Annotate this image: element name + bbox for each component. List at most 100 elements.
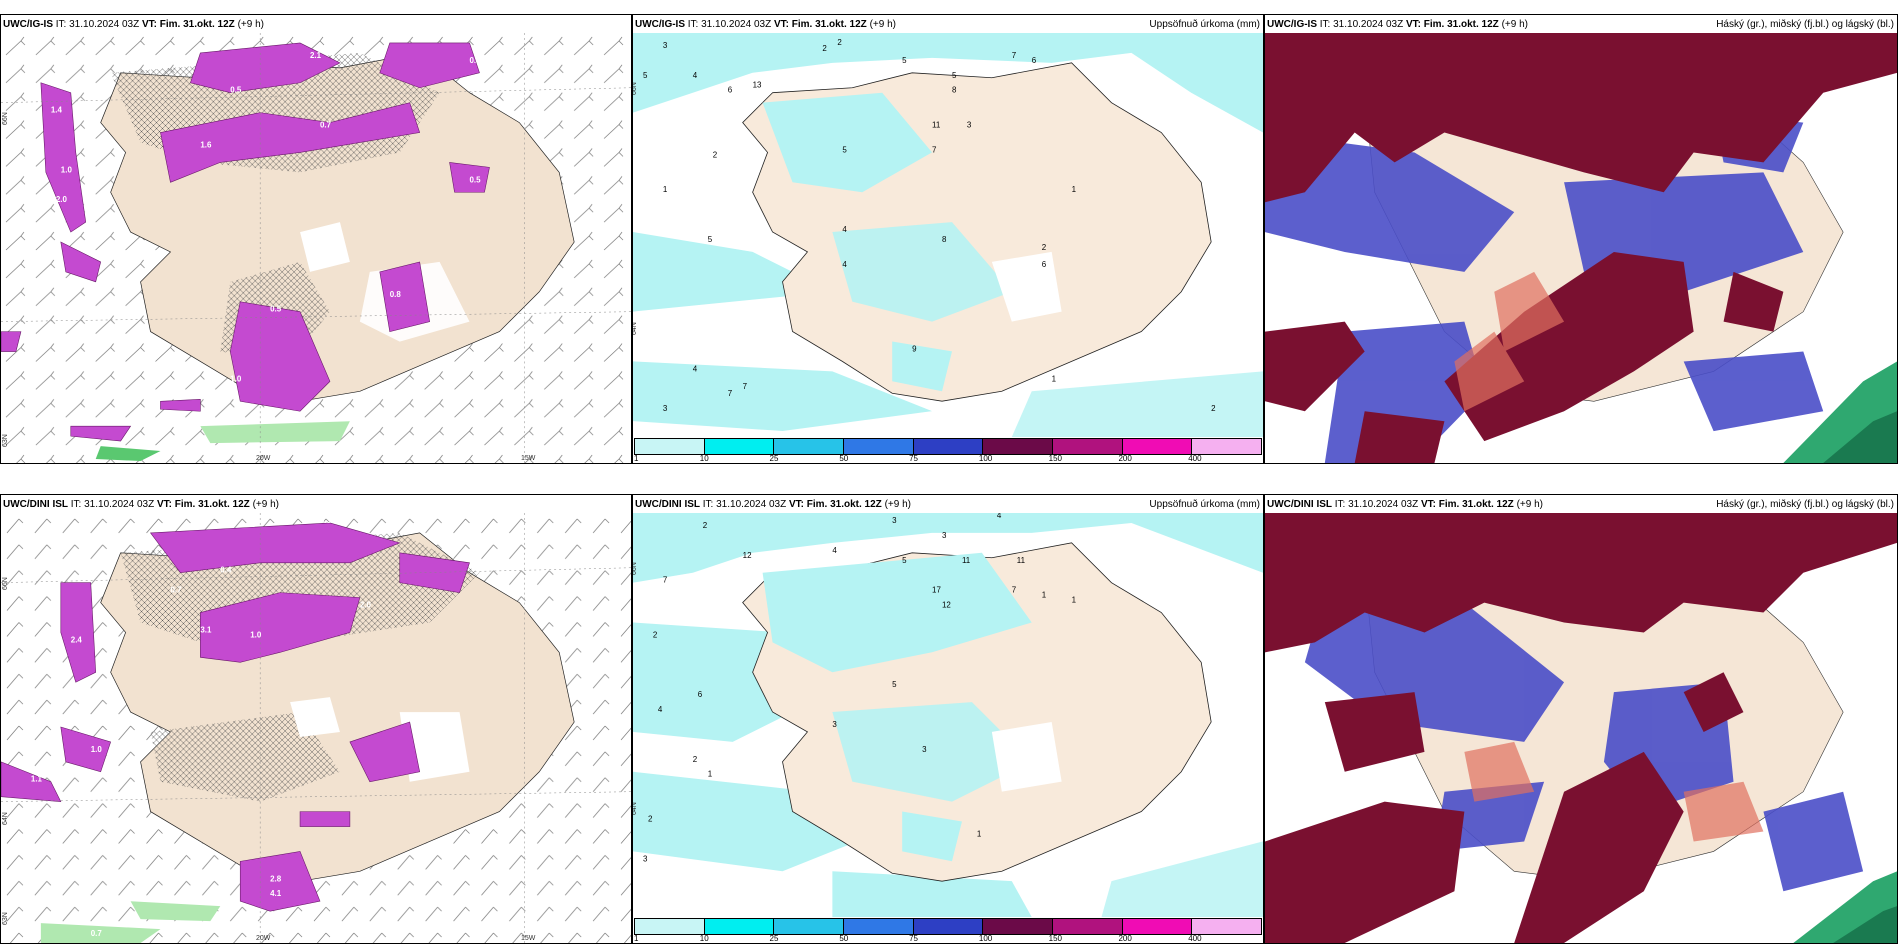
- colorbar-label: 400: [1188, 454, 1202, 463]
- precip-label: 1: [1042, 591, 1047, 600]
- snow-label: 2.1: [310, 51, 322, 60]
- precip-label: 5: [952, 71, 957, 80]
- panel-subtitle: Uppsöfnuð úrkoma (mm): [1149, 19, 1260, 30]
- colorbar-label: 150: [1048, 454, 1063, 463]
- panel-title: UWC/IG-IS IT: 31.10.2024 03Z VT: Fim. 31…: [635, 19, 896, 30]
- panel-snow-dini: UWC/DINI ISL IT: 31.10.2024 03Z VT: Fim.…: [0, 494, 632, 944]
- lat-label: 63N: [2, 912, 9, 925]
- precip-label: 4: [842, 260, 847, 269]
- precip-label: 3: [892, 516, 897, 525]
- precip-label: 6: [1042, 260, 1047, 269]
- panel-subtitle: Uppsöfnuð úrkoma (mm): [1149, 499, 1260, 510]
- colorbar-label: 10: [699, 454, 709, 463]
- precip-label: 4: [832, 546, 837, 555]
- colorbar-swatch: [704, 919, 775, 934]
- snow-areas: [1, 42, 490, 442]
- colorbar-label: 75: [909, 934, 919, 943]
- snow-label: 0.7: [320, 121, 332, 130]
- precip-label: 12: [743, 551, 752, 560]
- lon-label: 20W: [256, 935, 271, 942]
- precip-label: 1: [1052, 374, 1057, 383]
- lat-label: 63N: [2, 434, 9, 447]
- colorbar-swatch: [1053, 919, 1123, 934]
- high-cloud: [1265, 33, 1897, 463]
- snow-label: 2.0: [360, 601, 372, 610]
- lat-label: 66N: [632, 82, 638, 95]
- colorbar-label: 100: [978, 454, 993, 463]
- lat-label: 66N: [2, 577, 9, 590]
- colorbar-label: 200: [1118, 934, 1132, 943]
- colorbar-swatch: [1053, 439, 1123, 454]
- precip-label: 3: [922, 745, 927, 754]
- precip-label: 4: [693, 71, 698, 80]
- snow-label: 0.7: [91, 929, 103, 938]
- snow-label: 0.3: [470, 56, 482, 65]
- snow-label: 3.1: [200, 625, 212, 634]
- precip-label: 3: [832, 720, 837, 729]
- precip-label: 5: [902, 56, 907, 65]
- panel-title: UWC/IG-IS IT: 31.10.2024 03Z VT: Fim. 31…: [3, 19, 264, 30]
- cloud-map: [1265, 513, 1897, 943]
- colorbar-swatch: [774, 919, 845, 934]
- colorbar-label: 50: [839, 934, 849, 943]
- precip-label: 4: [693, 364, 698, 373]
- precip-label: 3: [663, 404, 668, 413]
- snow-label: 1.0: [91, 745, 103, 754]
- precip-label: 11: [932, 121, 941, 130]
- precip-label: 6: [698, 690, 703, 699]
- snow-label: 0.8: [390, 290, 402, 299]
- precip-label: 2: [1211, 404, 1216, 413]
- colorbar-swatch: [844, 919, 914, 934]
- precip-label: 3: [967, 121, 972, 130]
- snow-label: 4.1: [270, 889, 282, 898]
- colorbar-swatch: [983, 439, 1054, 454]
- precip-label: 6: [728, 86, 733, 95]
- precip-label: 5: [842, 145, 847, 154]
- colorbar-label: 150: [1048, 934, 1063, 943]
- colorbar-swatch: [1122, 439, 1193, 454]
- lat-label: 64N: [632, 322, 638, 335]
- precip-label: 7: [1012, 586, 1017, 595]
- snow-label: 1.4: [51, 106, 63, 115]
- colorbar-swatch: [844, 439, 914, 454]
- low-cloud: [1464, 741, 1764, 842]
- snow-label: 2.4: [71, 635, 83, 644]
- panel-title: UWC/IG-IS IT: 31.10.2024 03Z VT: Fim. 31…: [1267, 19, 1528, 30]
- lon-label: 15W: [521, 455, 536, 462]
- precip-label: 1: [977, 829, 982, 838]
- precip-label: 12: [942, 601, 951, 610]
- panel-title: UWC/DINI ISL IT: 31.10.2024 03Z VT: Fim.…: [1267, 499, 1543, 510]
- colorbar-swatch: [704, 439, 775, 454]
- precip-label: 7: [1012, 51, 1017, 60]
- precip-label: 11: [1017, 556, 1026, 565]
- lat-label: 64N: [2, 812, 9, 825]
- colorbar-label: 1: [634, 454, 639, 463]
- precip-label: 8: [942, 235, 947, 244]
- snow-label: 1.6: [200, 140, 212, 149]
- high-cloud: [1265, 513, 1897, 943]
- precip-label: 2: [822, 44, 827, 53]
- snow-label: 0.5: [270, 305, 282, 314]
- snow-labels: 2.1 1.4 0.5 1.0 2.0 1.6 0.7 0.5 0.8 0.5 …: [51, 51, 481, 383]
- precip-map: 3 2 2 5 7 6 5 5 4 6 8 13 3 5 4 1 1 5 8 1…: [633, 33, 1263, 437]
- snow-label: 0.5: [470, 175, 482, 184]
- precip-label: 17: [932, 586, 941, 595]
- precip-label: 7: [728, 389, 733, 398]
- precip-label: 8: [952, 86, 957, 95]
- panel-clouds-dini: UWC/DINI ISL IT: 31.10.2024 03Z VT: Fim.…: [1264, 494, 1898, 944]
- panel-title: UWC/DINI ISL IT: 31.10.2024 03Z VT: Fim.…: [635, 499, 911, 510]
- colorbar-label: 25: [769, 934, 779, 943]
- precip-label: 4: [842, 225, 847, 234]
- precip-label: 5: [643, 71, 648, 80]
- precip-label: 7: [743, 382, 748, 391]
- precip-label: 2: [648, 814, 653, 823]
- colorbar-swatch: [983, 919, 1054, 934]
- lon-label: 15W: [521, 935, 536, 942]
- colorbar-swatch: [913, 919, 984, 934]
- precip-label: 11: [962, 556, 971, 565]
- precip-labels: 3 2 2 5 7 6 5 5 4 6 8 13 3 5 4 1 1 5 8 1…: [643, 38, 1216, 413]
- precip-label: 2: [653, 630, 658, 639]
- precip-label: 1: [708, 770, 713, 779]
- precip-label: 3: [663, 41, 668, 50]
- colorbar-label: 100: [978, 934, 993, 943]
